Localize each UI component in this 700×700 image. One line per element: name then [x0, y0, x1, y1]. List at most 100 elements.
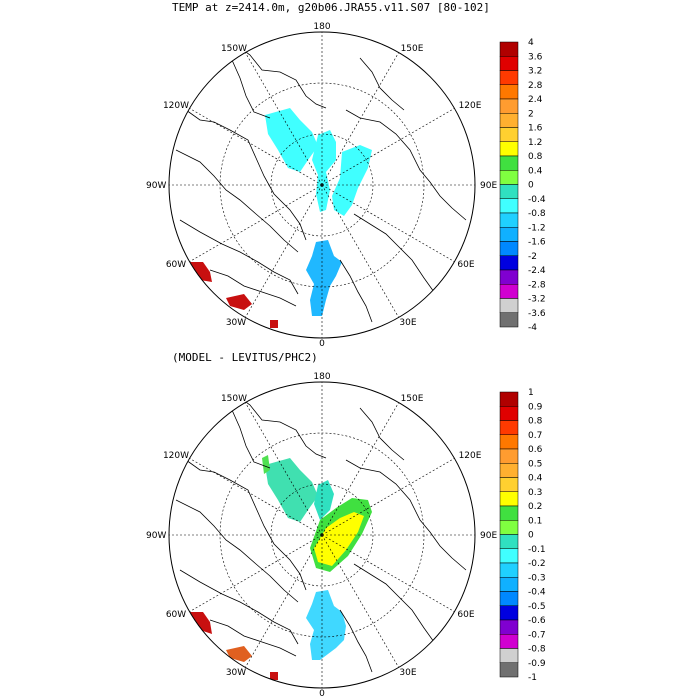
bottom-lon-label-150e: 150E — [401, 394, 424, 404]
bottom-polar-map: 180 150W 150E 120W 120E 90W 90E 60W 60E … — [146, 372, 497, 699]
bottom-anomaly-alaska-rim — [262, 455, 270, 474]
bottom-colorbar-tick-label: -0.6 — [528, 616, 546, 626]
top-colorbar-swatch — [499, 141, 519, 157]
top-colorbar-tick-label: -3.2 — [528, 295, 546, 305]
bottom-lon-label-120w: 120W — [163, 451, 189, 461]
top-map-boundary — [168, 31, 476, 339]
bottom-colorbar-swatch — [499, 463, 519, 478]
top-colorbar-swatch — [499, 170, 519, 185]
bottom-anomaly-pole-cyan — [314, 480, 334, 520]
bottom-colorbar-tick-label: 1 — [528, 388, 534, 398]
top-colorbar-tick-label: 1.2 — [528, 138, 542, 148]
bottom-colorbar-swatch — [499, 520, 519, 535]
bottom-colorbar-swatch — [499, 634, 519, 649]
top-polar-map: 180 150W 150E 120W 120E 90W 90E 60W 60E … — [146, 22, 497, 349]
top-colorbar-tick-label: -1.2 — [528, 223, 546, 233]
bottom-colorbar-tick-label: -0.8 — [528, 645, 546, 655]
top-colorbar-swatch — [499, 98, 519, 114]
bottom-colorbar-swatch — [499, 505, 519, 521]
bottom-colorbar-swatch — [499, 662, 519, 678]
top-colorbar-swatch — [499, 227, 519, 242]
top-colorbar-swatch — [499, 284, 519, 299]
bottom-colorbar-tick-label: -0.9 — [528, 659, 546, 669]
top-colorbar-swatch — [499, 255, 519, 271]
top-colorbar-tick-label: -0.8 — [528, 209, 546, 219]
top-colorbar-swatch — [499, 241, 519, 256]
figure-title: TEMP at z=2414.0m, g20b06.JRA55.v11.S07 … — [172, 1, 490, 14]
bottom-colorbar-tick-label: 0.5 — [528, 459, 542, 469]
top-colorbar-tick-label: 0.4 — [528, 166, 543, 176]
top-lon-label-30e: 30E — [399, 318, 416, 328]
top-anomaly-warm-patch-3 — [270, 320, 278, 328]
top-lon-label-150e: 150E — [401, 44, 424, 54]
bottom-colorbar-tick-label: -0.1 — [528, 545, 546, 555]
bottom-colorbar-tick-label: 0.7 — [528, 431, 542, 441]
bottom-colorbar-swatch — [499, 648, 519, 663]
top-colorbar-tick-label: -4 — [528, 323, 537, 333]
bottom-lon-label-0: 0 — [319, 689, 325, 699]
bottom-colorbar-tick-label: 0.6 — [528, 445, 543, 455]
top-map-content — [169, 32, 475, 338]
bottom-colorbar-swatch — [499, 420, 519, 435]
top-colorbar-swatch — [499, 113, 519, 128]
top-anomaly-siberia-patch — [332, 145, 372, 216]
top-lon-label-120w: 120W — [163, 101, 189, 111]
bottom-lon-label-90w: 90W — [146, 531, 166, 541]
bottom-colorbar-swatch — [499, 534, 519, 549]
top-colorbar-swatch — [499, 41, 519, 57]
top-colorbar-swatch — [499, 155, 519, 171]
top-lon-label-60e: 60E — [457, 260, 474, 270]
top-colorbar-tick-label: 0 — [528, 181, 534, 191]
bottom-colorbar-tick-label: 0 — [528, 531, 534, 541]
top-colorbar-tick-label: -1.6 — [528, 238, 546, 248]
top-anomaly-pole-patch — [312, 130, 336, 212]
top-lon-label-150w: 150W — [221, 44, 247, 54]
bottom-anomaly-warm-patch-2 — [226, 646, 252, 662]
top-lon-label-180: 180 — [313, 22, 330, 32]
bottom-colorbar-swatch — [499, 448, 519, 464]
bottom-map-boundary — [168, 381, 476, 689]
bottom-colorbar-tick-label: -0.2 — [528, 559, 546, 569]
figure-subtitle: (MODEL - LEVITUS/PHC2) — [172, 351, 318, 364]
top-colorbar-tick-label: 3.6 — [528, 52, 543, 62]
top-colorbar-tick-label: 1.6 — [528, 124, 543, 134]
bottom-lon-label-150w: 150W — [221, 394, 247, 404]
top-colorbar-swatch — [499, 312, 519, 328]
bottom-colorbar-swatch — [499, 562, 519, 578]
bottom-colorbar-swatch — [499, 406, 519, 421]
bottom-colorbar-swatch — [499, 605, 519, 621]
top-colorbar-tick-label: 3.2 — [528, 67, 542, 77]
bottom-colorbar-swatch — [499, 477, 519, 492]
top-coastlines — [175, 39, 467, 323]
bottom-colorbar: 1 0.9 0.8 0.7 0.6 0.5 0.4 0.3 0.2 0.1 0 -0.1 -0.2 -0.… — [499, 388, 546, 683]
bottom-colorbar-tick-label: -0.5 — [528, 602, 546, 612]
top-lon-label-30w: 30W — [226, 318, 246, 328]
bottom-lon-label-30w: 30W — [226, 668, 246, 678]
top-colorbar-tick-label: 2 — [528, 109, 534, 119]
top-colorbar-tick-label: 2.8 — [528, 81, 543, 91]
bottom-colorbar-swatch — [499, 491, 519, 507]
top-colorbar-swatch — [499, 84, 519, 100]
bottom-colorbar-swatch — [499, 619, 519, 635]
top-colorbar-tick-label: -2.4 — [528, 266, 546, 276]
bottom-colorbar-swatch — [499, 591, 519, 606]
top-lon-label-90w: 90W — [146, 181, 166, 191]
bottom-colorbar-swatch — [499, 548, 519, 564]
top-colorbar-swatch — [499, 198, 519, 214]
top-colorbar-tick-label: -0.4 — [528, 195, 546, 205]
top-anomaly-warm-patch-1 — [190, 262, 212, 282]
bottom-lon-label-60e: 60E — [457, 610, 474, 620]
bottom-colorbar-tick-label: -1 — [528, 673, 537, 683]
top-colorbar-swatch — [499, 269, 519, 285]
bottom-colorbar-tick-label: 0.1 — [528, 516, 542, 526]
bottom-colorbar-tick-label: 0.2 — [528, 502, 542, 512]
bottom-lon-label-90e: 90E — [480, 531, 497, 541]
bottom-anomaly-greenland-patch — [306, 590, 346, 660]
bottom-anomaly-yellow-core — [314, 512, 364, 566]
top-colorbar-tick-label: -3.6 — [528, 309, 546, 319]
top-colorbar-tick-label: -2.8 — [528, 280, 546, 290]
top-colorbar: 4 3.6 3.2 2.8 2.4 2 1.6 1.2 0.8 0.4 0 -0.4 -0.8 -1.2 -… — [499, 38, 546, 333]
top-colorbar-swatch — [499, 70, 519, 85]
bottom-anomaly-warm-patch-3 — [270, 672, 278, 680]
top-colorbar-swatch — [499, 298, 519, 313]
